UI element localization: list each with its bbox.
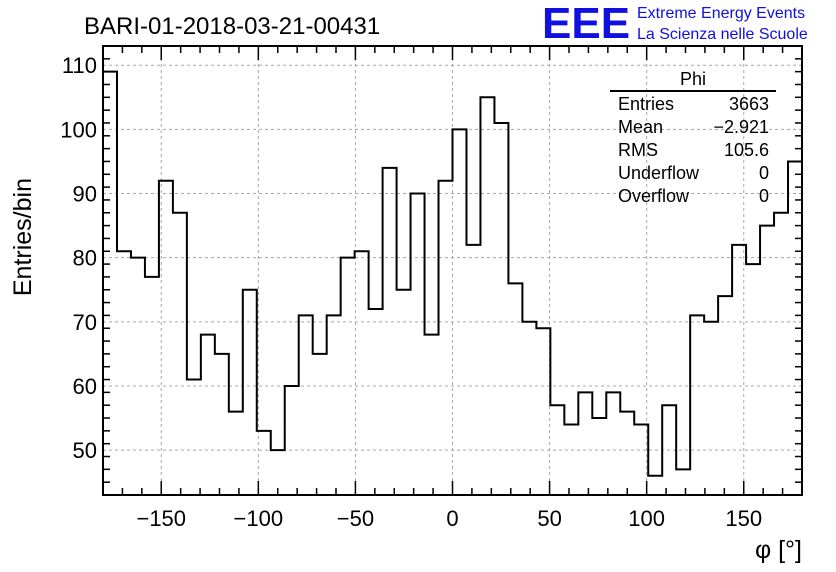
- x-tick-label: −150: [136, 506, 186, 531]
- histogram-outline: [103, 70, 802, 477]
- logo-mark: EEE: [542, 0, 630, 48]
- y-tick-label: 70: [73, 310, 97, 335]
- x-tick-label: −50: [337, 506, 374, 531]
- y-tick-label: 60: [73, 374, 97, 399]
- logo: EEE Extreme Energy Events La Scienza nel…: [542, 0, 808, 48]
- stat-value-underflow: 0: [759, 163, 769, 183]
- x-tick-label: 50: [537, 506, 561, 531]
- x-tick-label: −100: [234, 506, 284, 531]
- stat-label-mean: Mean: [618, 117, 663, 137]
- y-tick-label: 80: [73, 246, 97, 271]
- axes: −150 −100 −50 0 50 100 150 50 60 70 80 90 100 110: [60, 45, 803, 531]
- y-tick-label: 110: [62, 53, 97, 78]
- y-axis-title: Entries/bin: [9, 178, 37, 296]
- x-axis-title: φ [°]: [755, 536, 802, 564]
- y-tick-label: 100: [60, 117, 97, 142]
- logo-line-2: La Scienza nelle Scuole: [637, 26, 808, 43]
- stats-name: Phi: [680, 69, 706, 89]
- stat-label-underflow: Underflow: [618, 163, 700, 183]
- stat-value-mean: −2.921: [713, 117, 769, 137]
- y-tick-label: 50: [73, 438, 97, 463]
- logo-line-1: Extreme Energy Events: [637, 5, 805, 22]
- chart-title: BARI-01-2018-03-21-00431: [84, 13, 380, 40]
- x-tick-label: 100: [628, 506, 665, 531]
- grid: [103, 46, 802, 495]
- x-tick-label: 0: [446, 506, 458, 531]
- stat-value-rms: 105.6: [724, 140, 769, 160]
- stat-label-entries: Entries: [618, 94, 674, 114]
- stat-value-entries: 3663: [729, 94, 769, 114]
- stat-value-overflow: 0: [759, 186, 769, 206]
- x-tick-label: 150: [725, 506, 762, 531]
- stat-label-rms: RMS: [618, 140, 658, 160]
- stat-label-overflow: Overflow: [618, 186, 690, 206]
- stats-box: Phi Entries 3663 Mean −2.921 RMS 105.6 U…: [610, 69, 776, 206]
- histogram-series: [103, 70, 802, 477]
- y-tick-label: 90: [73, 182, 97, 207]
